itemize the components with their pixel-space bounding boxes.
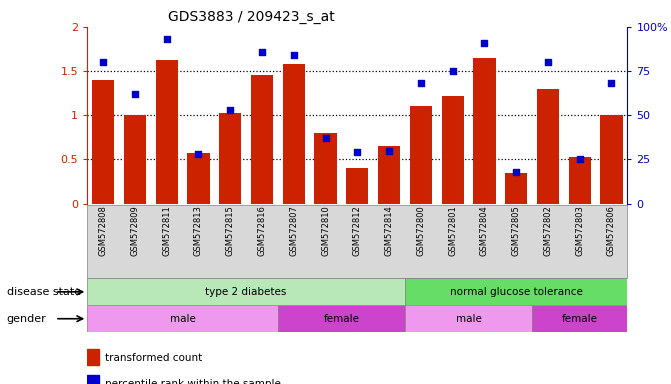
Point (415, 80, 426, 86)
Point (98, 59, 109, 65)
Bar (568, 157, 591, 204)
Point (543, 59, 554, 65)
Bar (346, 168, 368, 204)
Text: transformed count: transformed count (105, 353, 202, 362)
Text: percentile rank within the sample: percentile rank within the sample (105, 379, 280, 384)
Point (574, 156, 585, 162)
Bar (92, 80, 114, 204)
Bar (156, 60, 178, 204)
Bar (123, 115, 146, 204)
Bar (315, 133, 337, 204)
Point (448, 68, 458, 74)
Bar (410, 106, 432, 204)
Bar (187, 153, 209, 204)
Text: type 2 diabetes: type 2 diabetes (205, 287, 287, 297)
Point (384, 147, 395, 154)
Text: disease state: disease state (7, 287, 81, 297)
Point (479, 40, 490, 46)
Bar (251, 76, 273, 204)
Point (511, 169, 521, 175)
Point (352, 149, 362, 156)
Text: female: female (562, 314, 598, 324)
Point (161, 36, 172, 42)
Point (225, 107, 236, 113)
Point (289, 52, 299, 58)
Bar (87, 349, 99, 366)
Bar (219, 113, 242, 204)
Bar (601, 115, 623, 204)
Text: gender: gender (7, 314, 46, 324)
FancyBboxPatch shape (87, 305, 278, 332)
Bar (442, 96, 464, 204)
Bar (378, 146, 400, 204)
FancyBboxPatch shape (278, 305, 405, 332)
Bar (473, 58, 495, 204)
Text: female: female (323, 314, 360, 324)
FancyBboxPatch shape (405, 305, 532, 332)
Bar (87, 375, 99, 384)
Bar (537, 89, 559, 204)
Point (193, 151, 204, 157)
Text: normal glucose tolerance: normal glucose tolerance (450, 287, 582, 297)
FancyBboxPatch shape (405, 278, 627, 305)
Point (320, 135, 331, 141)
Point (256, 48, 267, 55)
Bar (505, 173, 527, 204)
Point (130, 91, 140, 97)
Bar (282, 64, 305, 204)
Text: male: male (456, 314, 482, 324)
Text: GDS3883 / 209423_s_at: GDS3883 / 209423_s_at (168, 10, 335, 25)
Point (606, 80, 617, 86)
FancyBboxPatch shape (87, 278, 405, 305)
FancyBboxPatch shape (532, 305, 627, 332)
Text: male: male (170, 314, 195, 324)
